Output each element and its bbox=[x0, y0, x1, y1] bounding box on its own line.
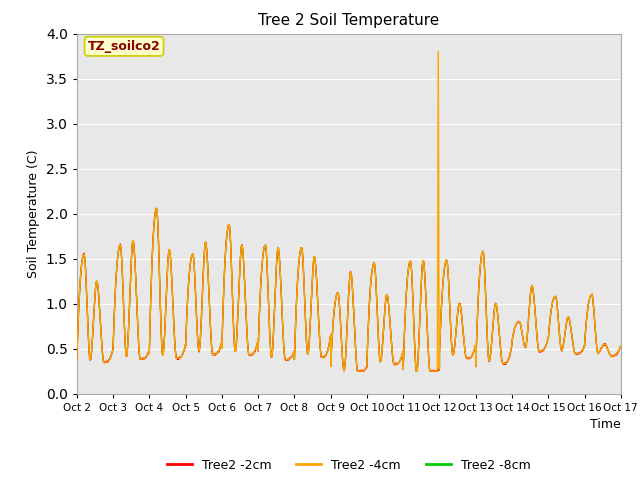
Text: TZ_soilco2: TZ_soilco2 bbox=[88, 40, 161, 53]
X-axis label: Time: Time bbox=[590, 418, 621, 431]
Title: Tree 2 Soil Temperature: Tree 2 Soil Temperature bbox=[258, 13, 440, 28]
Legend: Tree2 -2cm, Tree2 -4cm, Tree2 -8cm: Tree2 -2cm, Tree2 -4cm, Tree2 -8cm bbox=[162, 454, 536, 477]
Y-axis label: Soil Temperature (C): Soil Temperature (C) bbox=[28, 149, 40, 278]
